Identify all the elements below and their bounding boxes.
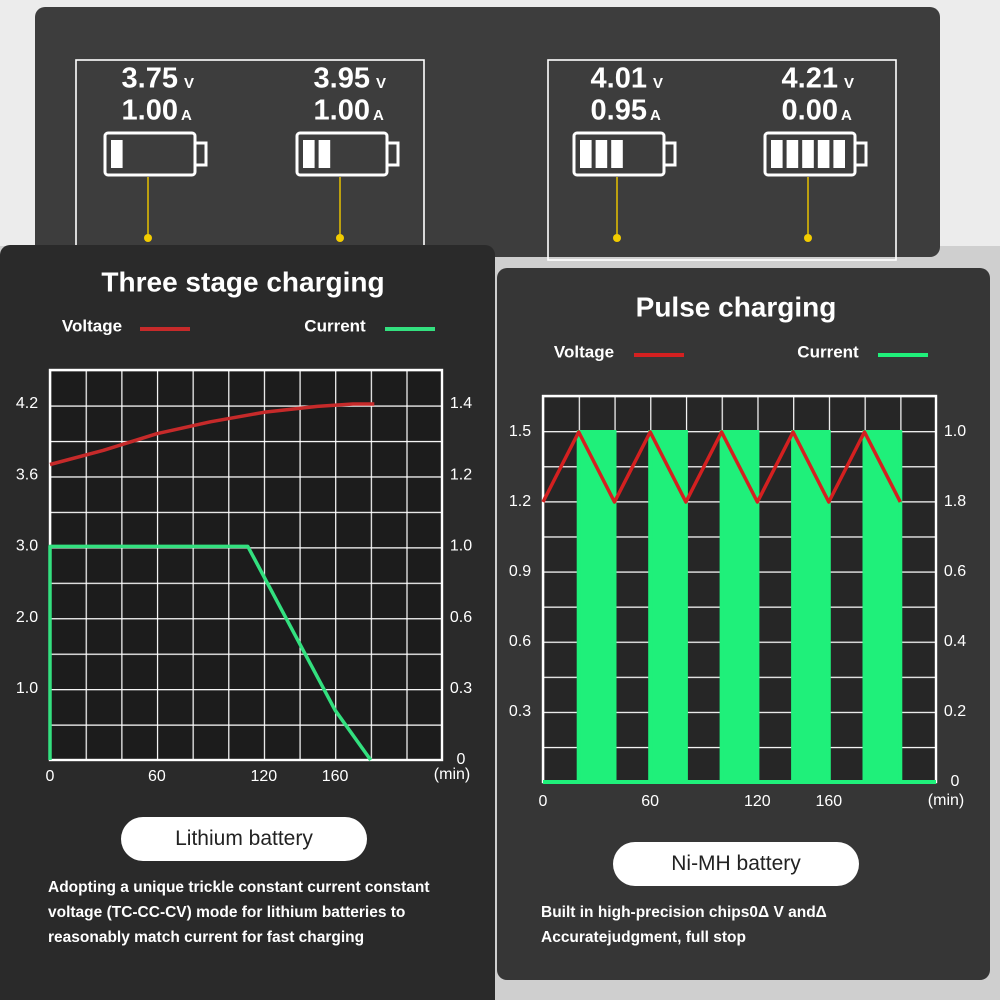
x-tick-label: 60 xyxy=(641,793,659,810)
connector-dot xyxy=(144,234,152,242)
y-tick-label: 3.6 xyxy=(16,466,38,483)
battery-cap xyxy=(662,141,677,167)
description: Built in high-precision chips0Δ V andΔ A… xyxy=(541,904,827,946)
voltage: 3.75 xyxy=(122,63,178,95)
series-line xyxy=(49,402,375,467)
current: 0.95 xyxy=(591,95,647,127)
display-box xyxy=(547,59,897,261)
chart-title: Three stage charging xyxy=(101,266,384,297)
legend-label: Current xyxy=(797,342,859,361)
battery-cap xyxy=(193,141,208,167)
charts: Three stage charging Voltage Current 1.0 2.0… xyxy=(16,266,966,810)
badge: Ni-MH battery xyxy=(613,842,859,886)
y-tick-label: 1.0 xyxy=(450,538,472,555)
series-line xyxy=(541,430,902,504)
battery-bar xyxy=(833,140,845,168)
y-tick-label: 0.6 xyxy=(944,563,966,580)
battery-bar xyxy=(611,140,623,168)
description: Adopting a unique trickle constant curre… xyxy=(48,879,430,946)
y-tick-label: 1.0 xyxy=(16,680,38,697)
current-unit: A xyxy=(373,107,384,124)
battery-bar xyxy=(318,140,331,168)
x-tick-label: 120 xyxy=(744,793,771,810)
y-tick-label: 1.4 xyxy=(450,395,472,412)
x-axis-label: (min) xyxy=(434,766,470,783)
current: 1.00 xyxy=(314,95,370,127)
x-tick-label: 0 xyxy=(46,768,55,785)
y-tick-label: 1.2 xyxy=(450,466,472,483)
voltage-unit: V xyxy=(653,75,663,92)
voltage-unit: V xyxy=(844,75,854,92)
voltage-unit: V xyxy=(184,75,194,92)
x-tick-label: 160 xyxy=(815,793,842,810)
current-unit: A xyxy=(181,107,192,124)
plot-grid xyxy=(48,368,444,762)
battery-bar xyxy=(802,140,814,168)
x-axis-label: (min) xyxy=(928,792,964,809)
legend-label: Voltage xyxy=(554,342,614,361)
current: 1.00 xyxy=(122,95,178,127)
connector-dot xyxy=(804,234,812,242)
current-unit: A xyxy=(841,107,852,124)
charger-panel xyxy=(35,7,940,257)
y-tick-label: 1.2 xyxy=(509,493,531,510)
chart-title: Pulse charging xyxy=(636,291,837,322)
legend-label: Voltage xyxy=(62,316,122,335)
y-tick-label: 3.0 xyxy=(16,538,38,555)
voltage: 3.95 xyxy=(314,63,370,95)
current-unit: A xyxy=(650,107,661,124)
series-line xyxy=(48,544,373,762)
x-tick-label: 160 xyxy=(322,768,349,785)
x-tick-label: 120 xyxy=(250,768,277,785)
battery-bar xyxy=(303,140,315,168)
y-tick-label: 4.2 xyxy=(16,395,38,412)
voltage-unit: V xyxy=(376,75,386,92)
battery-cap xyxy=(853,141,868,167)
y-tick-label: 0 xyxy=(951,773,960,790)
battery-cap xyxy=(385,141,400,167)
connector-dot xyxy=(613,234,621,242)
charger-readouts: 3.75 V1.00 A3.95 V1.00 A4.01 V0.95 A4.21 V0.00 A xyxy=(103,63,868,242)
series-area xyxy=(543,430,936,784)
connector-dot xyxy=(336,234,344,242)
y-tick-label: 0.2 xyxy=(944,703,966,720)
y-tick-label: 1.0 xyxy=(944,423,966,440)
badge: Lithium battery xyxy=(121,817,367,861)
y-tick-label: 2.0 xyxy=(16,609,38,626)
battery-bar xyxy=(771,140,783,168)
x-tick-label: 0 xyxy=(539,793,548,810)
y-tick-label: 0.3 xyxy=(450,680,472,697)
y-tick-label: 0.6 xyxy=(450,609,472,626)
y-tick-label: 0.4 xyxy=(944,633,966,650)
voltage: 4.21 xyxy=(782,63,838,95)
y-tick-label: 0.6 xyxy=(509,633,531,650)
battery-bar xyxy=(595,140,608,168)
battery-bar xyxy=(817,140,830,168)
legend-label: Current xyxy=(304,316,366,335)
battery-bar xyxy=(580,140,592,168)
battery-bar xyxy=(111,140,123,168)
y-tick-label: 1.5 xyxy=(509,423,531,440)
battery-bar xyxy=(786,140,799,168)
y-tick-label: 0 xyxy=(457,751,466,768)
y-tick-label: 0.9 xyxy=(509,563,531,580)
voltage: 4.01 xyxy=(591,63,647,95)
current: 0.00 xyxy=(782,95,838,127)
y-tick-label: 0.3 xyxy=(509,703,531,720)
y-tick-label: 1.8 xyxy=(944,493,966,510)
x-tick-label: 60 xyxy=(148,768,166,785)
